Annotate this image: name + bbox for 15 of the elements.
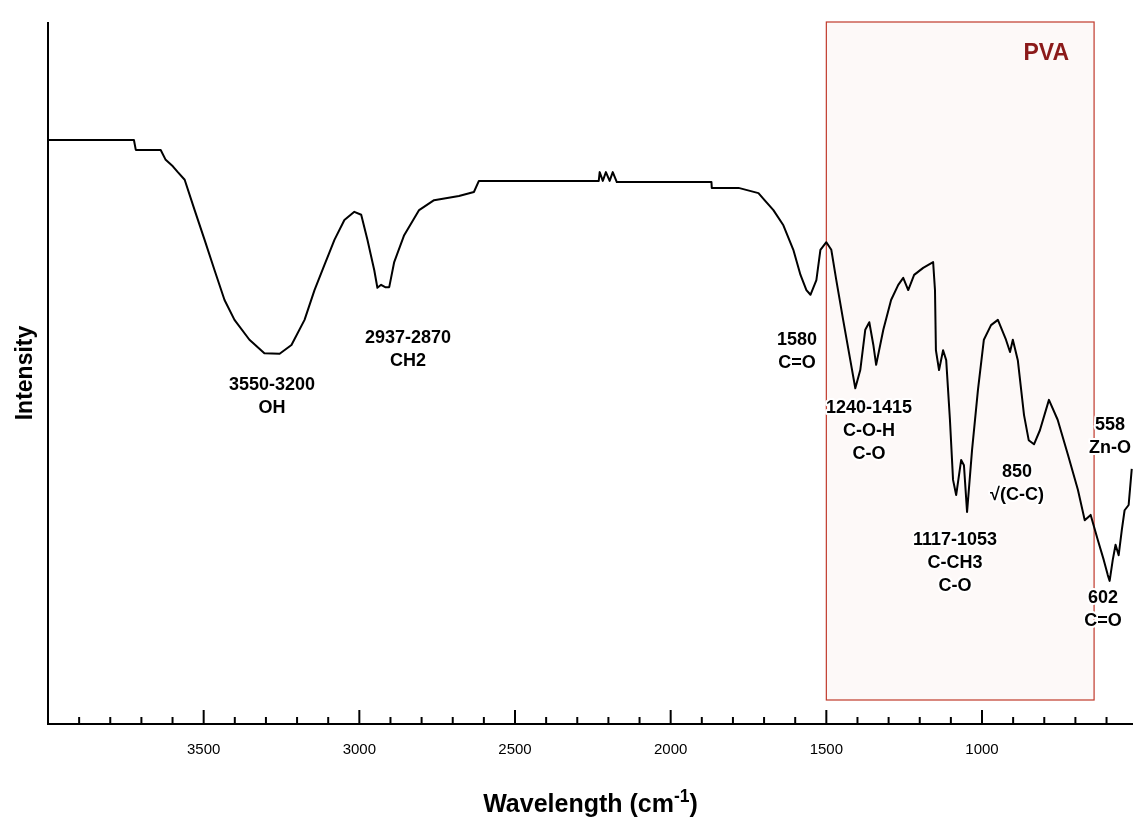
annotation: 2937-2870 CH2 xyxy=(364,327,452,370)
x-tick-label: 2000 xyxy=(653,740,688,757)
x-tick-label: 1000 xyxy=(965,740,999,757)
annotation: 1240-1415 C-O-H C-O xyxy=(825,397,913,463)
band-label: PVA xyxy=(1023,39,1070,65)
annotation: 3550-3200 OH xyxy=(228,374,316,417)
x-tick-label: 1500 xyxy=(809,740,844,757)
x-tick-label: 2500 xyxy=(498,740,532,757)
annotation: 850 √(C-C) xyxy=(990,461,1044,504)
annotation: 1580 C=O xyxy=(776,329,818,372)
y-axis-title: Intensity xyxy=(11,325,37,421)
x-tick-label: 3000 xyxy=(342,740,377,757)
x-axis-title: Wavelength (cm$^{-1}$) xyxy=(483,786,698,817)
x-tick-label: 3500 xyxy=(186,740,221,757)
annotation: 1117-1053 C-CH3 C-O xyxy=(912,529,998,595)
